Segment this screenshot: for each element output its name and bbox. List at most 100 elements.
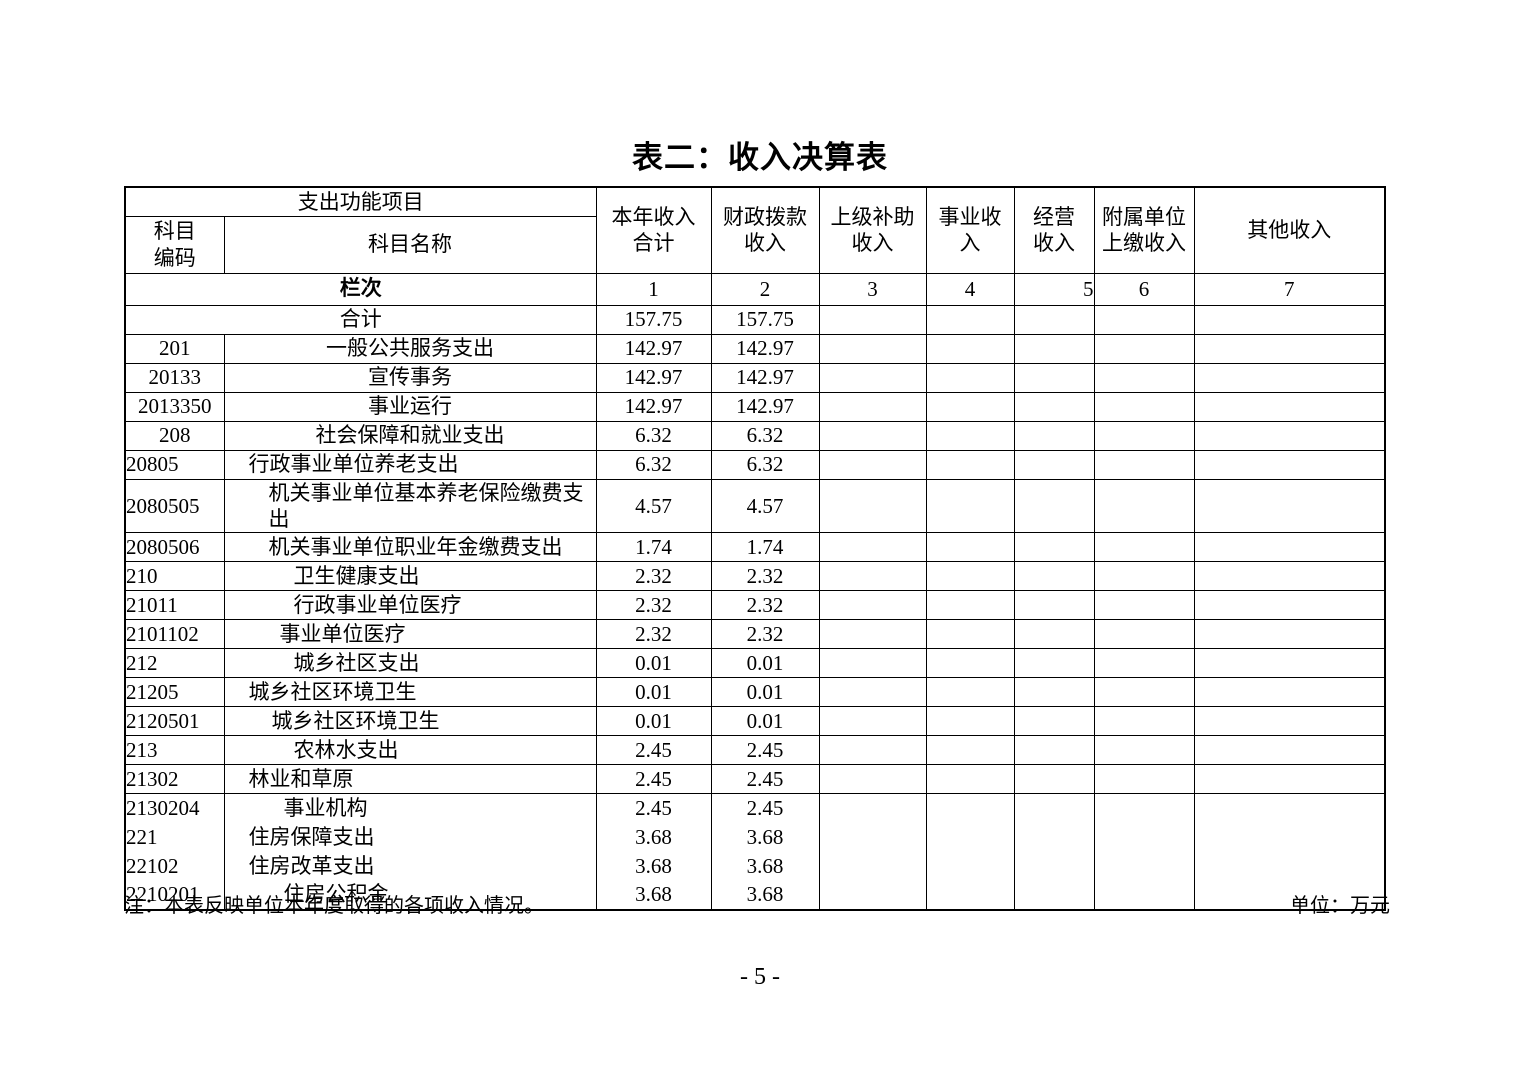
empty-cell [818, 532, 927, 562]
empty-cell [1013, 362, 1095, 393]
empty-cell [1193, 391, 1386, 422]
fiscal-appropriation-value: 142.97 [710, 362, 820, 393]
empty-cell [1013, 619, 1095, 649]
table-row: 21302 林业和草原 2.45 2.45 [124, 764, 1386, 794]
fiscal-appropriation-value: 2.32 [710, 561, 820, 591]
empty-cell [818, 420, 927, 451]
empty-cell [1193, 880, 1386, 910]
table-row: 栏次 1 2 3 4 5 6 7 [124, 272, 1386, 306]
empty-cell [925, 648, 1015, 678]
column-number: 3 [818, 272, 927, 306]
empty-cell [1193, 851, 1386, 881]
total-revenue-value: 3.68 [595, 851, 712, 881]
column-number: 7 [1193, 272, 1386, 306]
table-footnote-row: 注：本表反映单位本年度取得的各项收入情况。 单位：万元 [124, 889, 1390, 918]
empty-cell [1193, 420, 1386, 451]
empty-cell [818, 793, 927, 823]
total-revenue-value: 0.01 [595, 706, 712, 736]
subject-code: 2080505 [124, 478, 225, 533]
empty-cell [1013, 420, 1095, 451]
subject-code: 2120501 [124, 706, 225, 736]
subject-code: 208 [124, 420, 225, 451]
fiscal-appropriation-value: 157.75 [710, 304, 820, 335]
table-row: 支出功能项目 本年收入 合计 财政拨款 收入 上级补助 收入 事业收 入经营 收入 附属单… [124, 186, 1386, 274]
subject-name: 事业机构 [223, 793, 597, 823]
empty-cell [1093, 822, 1195, 852]
subject-code: 2210201 [124, 880, 225, 910]
empty-cell [925, 391, 1015, 422]
subject-code: 21205 [124, 677, 225, 707]
empty-cell [1093, 333, 1195, 364]
empty-cell [1193, 304, 1386, 335]
column-number: 5 [1013, 272, 1095, 306]
empty-cell [925, 851, 1015, 881]
table-row: 22102 住房改革支出 3.68 3.68 [124, 851, 1386, 881]
empty-cell [1013, 391, 1095, 422]
empty-cell [818, 333, 927, 364]
empty-cell [1093, 362, 1195, 393]
empty-cell [925, 449, 1015, 480]
fiscal-appropriation-value: 2.32 [710, 590, 820, 620]
empty-cell [1093, 590, 1195, 620]
empty-cell [925, 793, 1015, 823]
empty-cell [1093, 851, 1195, 881]
subject-name: 行政事业单位养老支出 [223, 449, 597, 480]
empty-cell [1013, 449, 1095, 480]
empty-cell [1193, 590, 1386, 620]
empty-cell [925, 677, 1015, 707]
subject-name: 机关事业单位职业年金缴费支出 [223, 532, 597, 562]
empty-cell [1193, 561, 1386, 591]
empty-cell [1013, 793, 1095, 823]
subject-code: 212 [124, 648, 225, 678]
subject-code: 22102 [124, 851, 225, 881]
empty-cell [1093, 677, 1195, 707]
subject-name: 林业和草原 [223, 764, 597, 794]
empty-cell [1093, 449, 1195, 480]
table-row: 2101102 事业单位医疗 2.32 2.32 [124, 619, 1386, 649]
empty-cell [1193, 764, 1386, 794]
empty-cell [1093, 561, 1195, 591]
table-row: 21011 行政事业单位医疗 2.32 2.32 [124, 590, 1386, 620]
column-number: 4 [925, 272, 1015, 306]
table-row: 221 住房保障支出 3.68 3.68 [124, 822, 1386, 852]
subject-name: 住房保障支出 [223, 822, 597, 852]
column-header: 事业收 入 [925, 186, 1015, 274]
empty-cell [925, 735, 1015, 765]
empty-cell [925, 561, 1015, 591]
subject-name: 一般公共服务支出 [223, 333, 597, 364]
empty-cell [1013, 851, 1095, 881]
empty-cell [818, 706, 927, 736]
empty-cell [1013, 822, 1095, 852]
empty-cell [1093, 391, 1195, 422]
column-number: 2 [710, 272, 820, 306]
empty-cell [1013, 532, 1095, 562]
column-header: 经营 收入 [1013, 186, 1095, 274]
total-revenue-value: 2.45 [595, 793, 712, 823]
subject-code: 20805 [124, 449, 225, 480]
empty-cell [1193, 333, 1386, 364]
total-revenue-value: 142.97 [595, 362, 712, 393]
empty-cell [1093, 478, 1195, 533]
subject-code: 2080506 [124, 532, 225, 562]
fiscal-appropriation-value: 3.68 [710, 822, 820, 852]
empty-cell [1193, 478, 1386, 533]
subject-code: 221 [124, 822, 225, 852]
empty-cell [1193, 619, 1386, 649]
subject-name: 城乡社区环境卫生 [223, 706, 597, 736]
empty-cell [925, 532, 1015, 562]
column-header: 本年收入 合计 [595, 186, 712, 274]
empty-cell [1013, 304, 1095, 335]
fiscal-appropriation-value: 142.97 [710, 333, 820, 364]
column-header: 附属单位 上缴收入 [1093, 186, 1195, 274]
subject-name: 事业单位医疗 [223, 619, 597, 649]
fiscal-appropriation-value: 2.32 [710, 619, 820, 649]
empty-cell [925, 420, 1015, 451]
table-row: 2013350 事业运行 142.97 142.97 [124, 391, 1386, 422]
empty-cell [925, 822, 1015, 852]
subject-name: 住房改革支出 [223, 851, 597, 881]
empty-cell [925, 764, 1015, 794]
table-row: 201 一般公共服务支出 142.97 142.97 [124, 333, 1386, 364]
subject-name: 城乡社区环境卫生 [223, 677, 597, 707]
fiscal-appropriation-value: 4.57 [710, 478, 820, 533]
